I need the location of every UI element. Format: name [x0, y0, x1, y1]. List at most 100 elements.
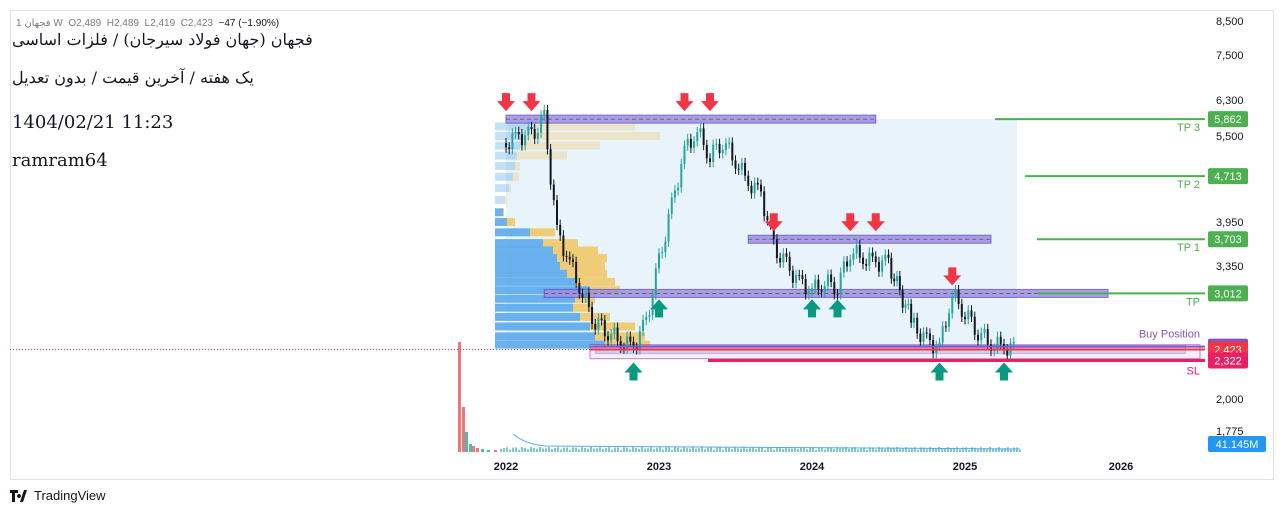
- volume-bar: [785, 447, 787, 452]
- volume-bar: [905, 447, 907, 452]
- candle-body: [715, 143, 718, 145]
- time-axis-tick: 2022: [494, 461, 518, 473]
- volume-bar: [512, 447, 514, 452]
- candle-body: [527, 127, 530, 136]
- up-arrow-icon: [650, 299, 668, 318]
- candle-body: [925, 332, 928, 334]
- candle-body: [842, 261, 845, 273]
- candle-body: [823, 286, 826, 292]
- volume-profile-bar-sell: [515, 162, 520, 171]
- candle-body: [581, 293, 584, 298]
- volume-bar: [794, 447, 796, 452]
- volume-bar: [977, 449, 979, 452]
- volume-profile-bar-buy: [495, 195, 505, 204]
- volume-bar: [605, 447, 607, 452]
- volume-bar: [908, 449, 910, 452]
- volume-bar: [983, 448, 985, 452]
- volume-bar: [809, 447, 811, 452]
- candle-body: [852, 253, 855, 260]
- candle-body: [753, 182, 756, 194]
- volume-bar: [536, 448, 538, 452]
- volume-bars: 41.145M: [458, 342, 1266, 452]
- volume-bar: [608, 447, 610, 452]
- volume-bar: [632, 447, 634, 452]
- candle-body: [881, 260, 884, 272]
- candle-body: [543, 109, 546, 116]
- candle-body: [648, 315, 651, 317]
- volume-bar: [668, 447, 670, 452]
- volume-bar: [1013, 447, 1015, 452]
- price-axis-tick: 3,350: [1216, 261, 1244, 273]
- candle-body: [667, 213, 670, 242]
- candle-body: [677, 187, 680, 191]
- candle-body: [922, 332, 925, 343]
- volume-bar: [671, 449, 673, 452]
- volume-bar: [824, 449, 826, 452]
- volume-bar: [458, 342, 461, 452]
- candle-body: [862, 257, 864, 264]
- volume-profile-bar-buy: [495, 322, 590, 331]
- volume-profile-bar-buy: [495, 303, 573, 312]
- tradingview-brand[interactable]: TradingView: [10, 488, 106, 503]
- volume-bar: [680, 449, 682, 452]
- volume-profile-bar-sell: [575, 294, 595, 303]
- candle-body: [632, 341, 635, 348]
- volume-bar: [986, 448, 988, 452]
- price-axis: 8,500 7,500 6,300 5,500 3,950 3,350 2,000 1,775: [1216, 16, 1244, 438]
- volume-bar: [503, 447, 505, 452]
- volume-bar: [833, 449, 835, 452]
- volume-profile-bar-buy: [495, 312, 580, 321]
- brand-label: TradingView: [34, 488, 106, 503]
- volume-bar: [599, 447, 601, 452]
- candle-body: [536, 132, 539, 139]
- candle-body: [508, 147, 511, 149]
- volume-profile-bar-sell: [575, 277, 615, 286]
- candle-body: [944, 326, 947, 328]
- volume-profile-bar-buy: [495, 141, 520, 150]
- volume-bar: [695, 448, 697, 452]
- volume-profile-bar-sell: [557, 254, 607, 263]
- volume-bar: [584, 448, 586, 452]
- volume-bar: [911, 447, 913, 452]
- change-value: −47 (−1.90%): [218, 18, 280, 29]
- close-value: C2,423: [180, 18, 213, 29]
- candle-body: [673, 190, 676, 198]
- price-axis-tag: [1208, 111, 1248, 128]
- volume-bar: [620, 449, 622, 452]
- volume-bar: [462, 407, 465, 452]
- volume-bar: [749, 448, 751, 452]
- level-label: TP: [1186, 296, 1200, 308]
- level-label: SL: [1187, 366, 1200, 378]
- volume-bar: [866, 449, 868, 452]
- volume-bar: [578, 449, 580, 452]
- price-axis-tag-text: 4,713: [1214, 171, 1242, 183]
- candle-body: [807, 291, 810, 295]
- candle-body: [737, 168, 740, 170]
- volume-profile-bar-sell: [560, 262, 605, 270]
- candle-body: [546, 109, 549, 150]
- candle-body: [846, 261, 849, 267]
- volume-profile-bar-buy: [495, 254, 557, 263]
- volume-bar: [965, 447, 967, 452]
- candles: [505, 104, 1015, 361]
- signal-arrows: [497, 93, 1013, 381]
- volume-bar: [950, 448, 952, 452]
- candle-body: [801, 275, 804, 280]
- time-axis-tick: 2025: [953, 461, 977, 473]
- candle-body: [540, 115, 543, 133]
- volume-bar: [638, 448, 640, 452]
- volume-bar: [581, 447, 583, 452]
- volume-bar: [719, 447, 721, 452]
- volume-bar: [761, 447, 763, 452]
- volume-profile-bar-sell: [509, 184, 511, 193]
- volume-bar: [521, 447, 523, 452]
- candle-body: [702, 128, 705, 145]
- volume-bar: [515, 447, 517, 452]
- volume-bar: [947, 447, 949, 452]
- volume-bar: [626, 447, 628, 452]
- volume-bar: [848, 448, 850, 452]
- volume-bar: [944, 448, 946, 452]
- target-levels: TP 3 5,862 TP 2 4,713 TP 1 3,703 TP 3,012 Buy Po…: [590, 111, 1248, 378]
- candle-body: [552, 184, 555, 201]
